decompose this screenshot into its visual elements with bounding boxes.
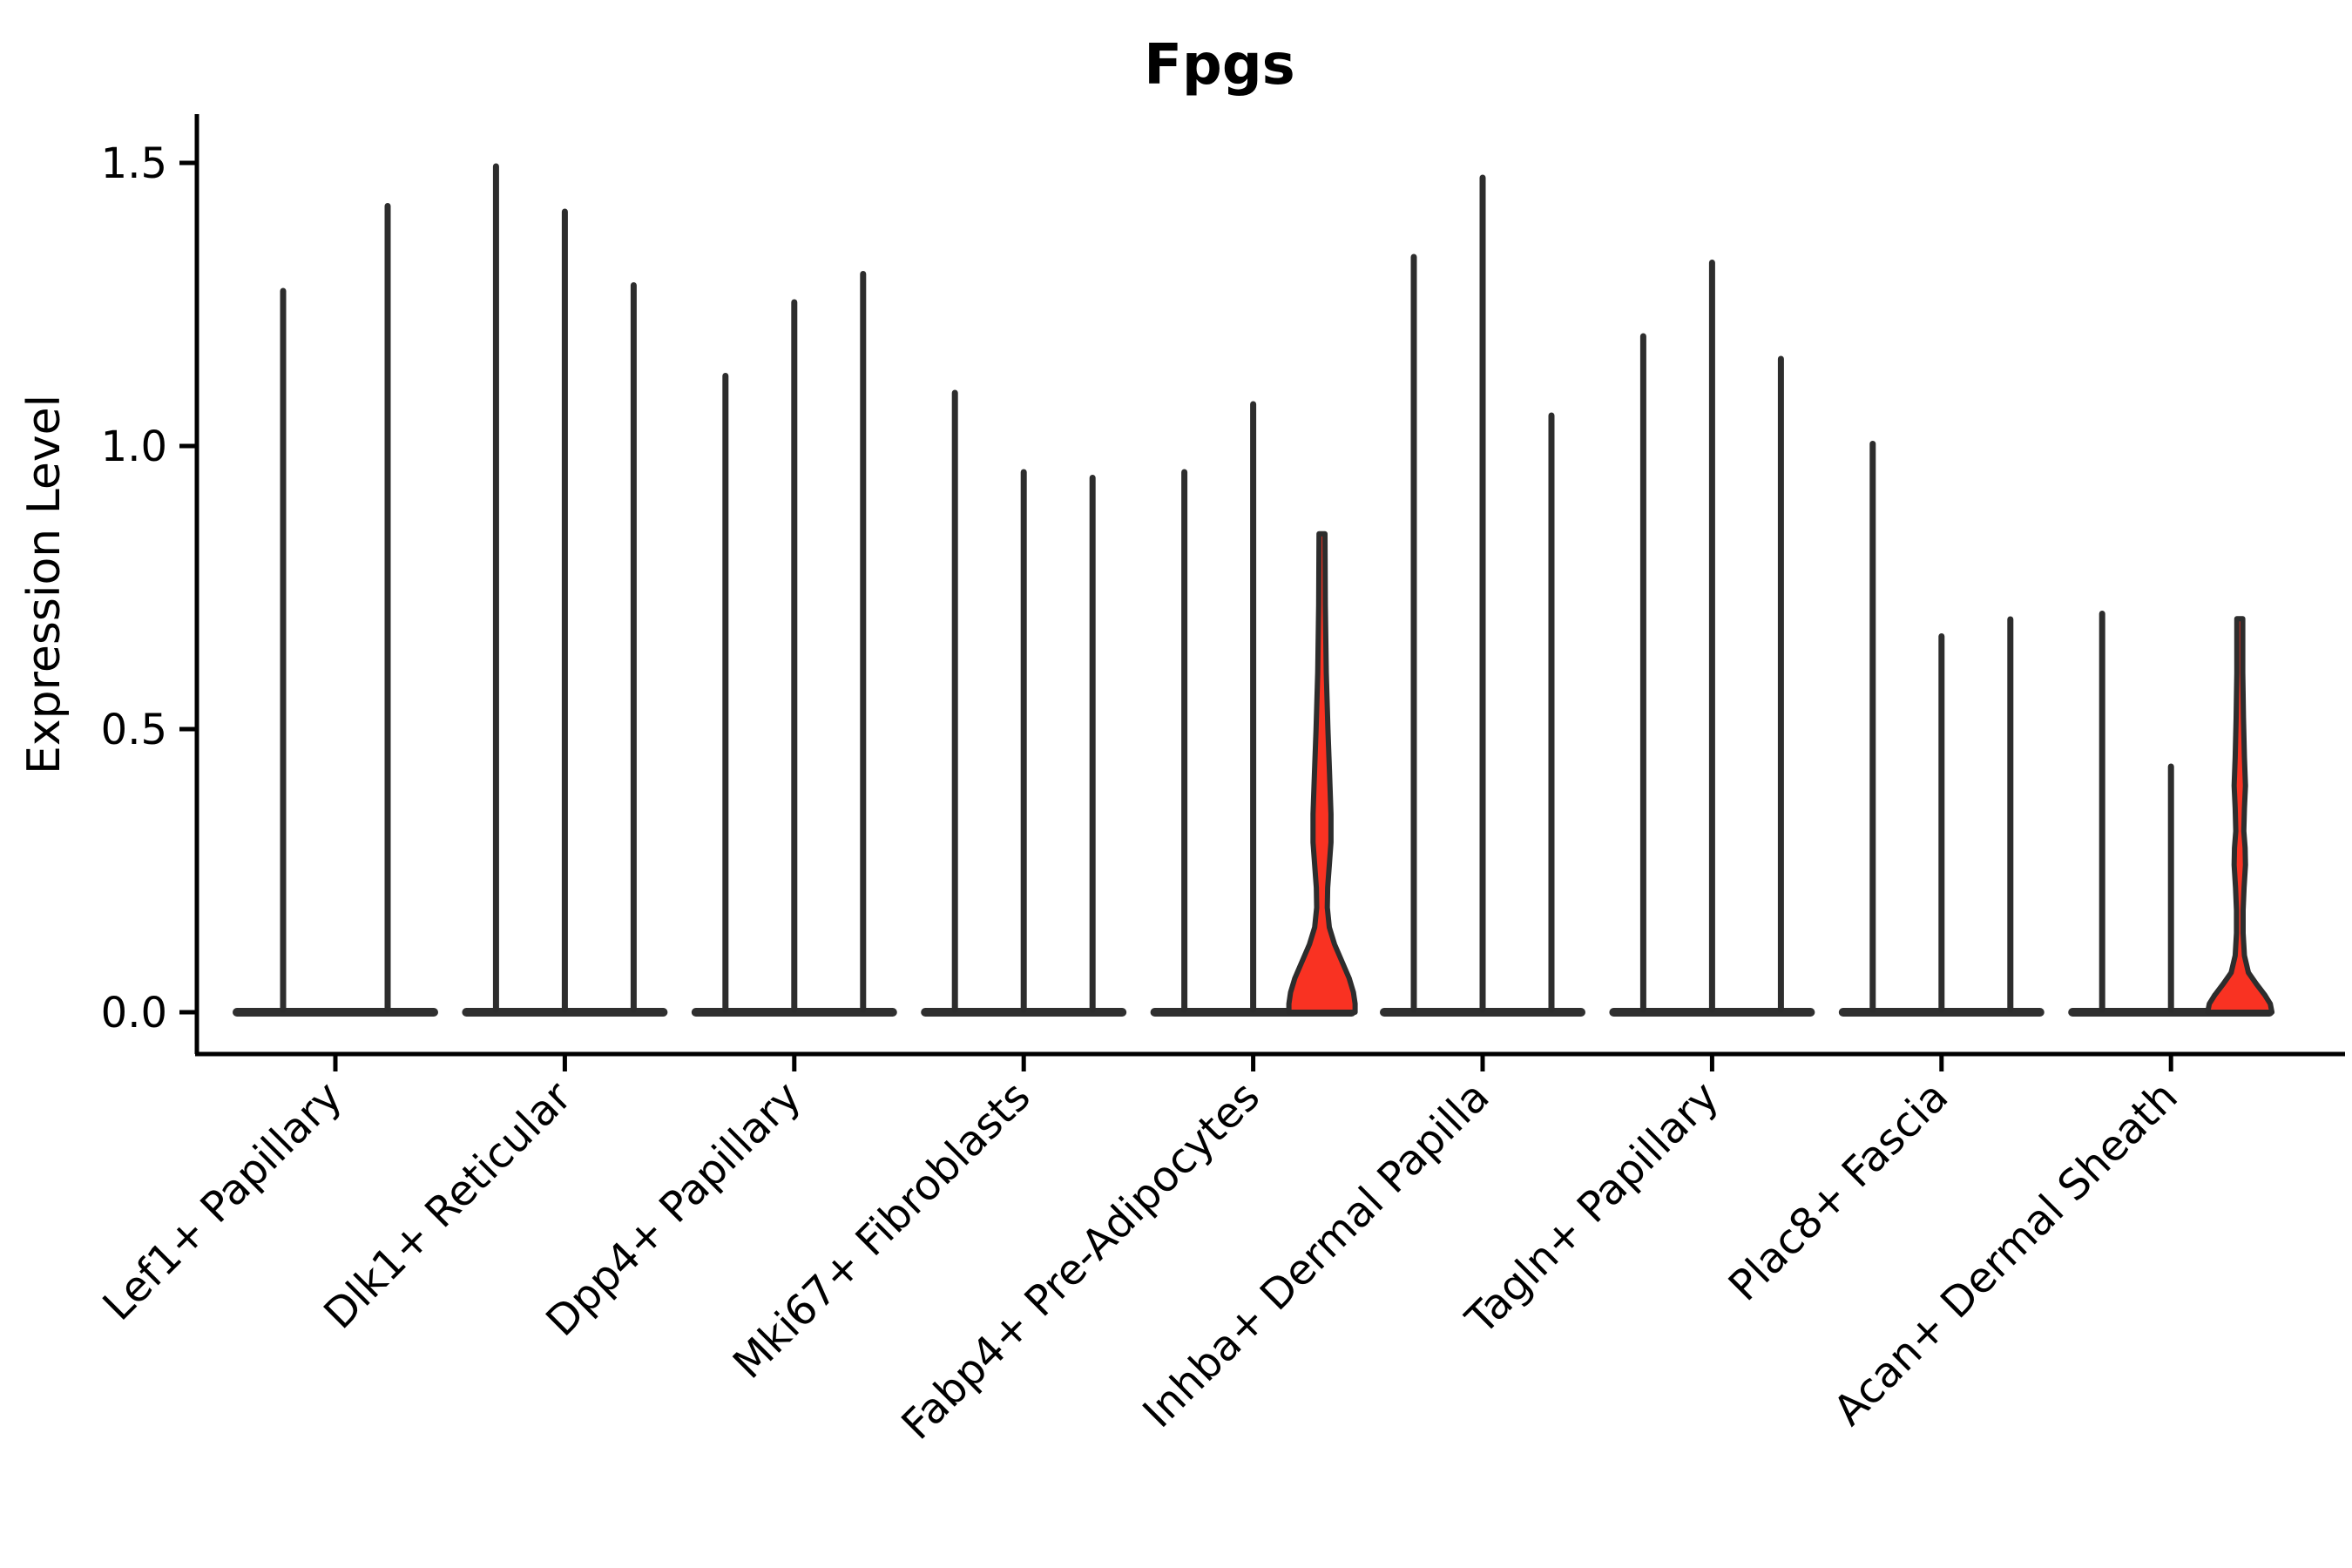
x-tick-label: Dlk1+ Reticular	[314, 1072, 581, 1339]
x-tick-label: Plac8+ Fascia	[1720, 1072, 1958, 1311]
y-tick-label: 0.5	[101, 706, 167, 754]
y-tick-label: 1.0	[101, 422, 167, 471]
violin-highlighted	[1286, 531, 1358, 1015]
axes-layer: 0.0 0.5 1.0 1.5	[101, 114, 2345, 1057]
x-tick-label: Dpp4+ Papillary	[537, 1072, 810, 1346]
y-axis-label: Expression Level	[18, 395, 71, 774]
y-tick-label: 0.0	[101, 989, 167, 1037]
violin-highlighted	[2205, 616, 2275, 1015]
chart-title: Fpgs	[1144, 33, 1294, 98]
violins-layer	[233, 163, 2275, 1017]
x-tick-label: Lef1+ Papillary	[94, 1072, 352, 1330]
y-tick-label: 1.5	[101, 139, 167, 188]
x-tick-label: Tagln+ Papillary	[1456, 1072, 1728, 1344]
violin-baseline	[233, 1008, 438, 1017]
